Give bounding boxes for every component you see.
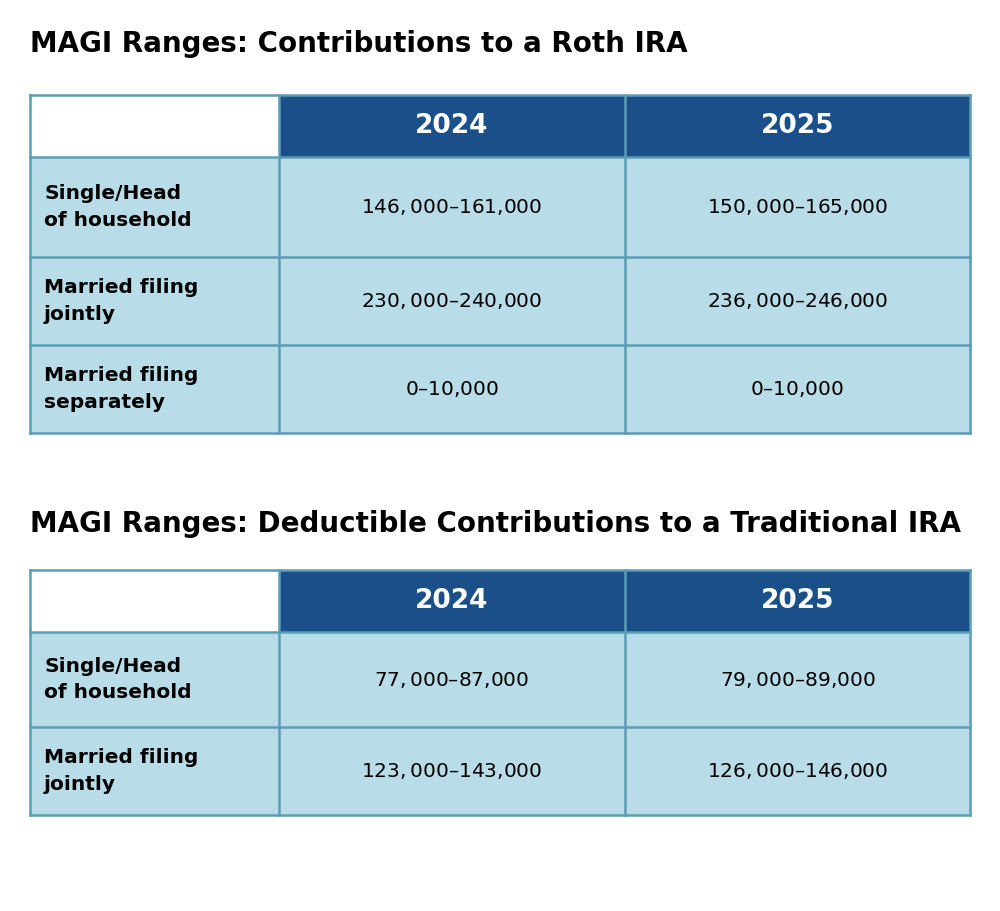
Bar [625, 257, 970, 345]
Bar [625, 95, 970, 157]
Text: $79,000–$89,000: $79,000–$89,000 [720, 670, 875, 690]
Text: Married filing
separately: Married filing separately [44, 366, 198, 412]
Bar [625, 157, 970, 257]
Bar [279, 257, 625, 345]
Text: MAGI Ranges: Deductible Contributions to a Traditional IRA: MAGI Ranges: Deductible Contributions to… [30, 510, 961, 538]
Bar [279, 95, 625, 157]
Bar [279, 345, 625, 433]
Bar [279, 727, 625, 815]
Bar [30, 632, 279, 727]
Bar [625, 570, 970, 632]
Bar [30, 345, 279, 433]
Text: Single/Head
of household: Single/Head of household [44, 657, 192, 702]
Text: Single/Head
of household: Single/Head of household [44, 184, 192, 230]
Text: MAGI Ranges: Contributions to a Roth IRA: MAGI Ranges: Contributions to a Roth IRA [30, 30, 688, 58]
Text: 2025: 2025 [761, 113, 834, 139]
Bar [279, 570, 625, 632]
Text: $150,000–$165,000: $150,000–$165,000 [707, 197, 888, 217]
Bar [30, 157, 279, 257]
Bar [279, 632, 625, 727]
Bar [30, 727, 279, 815]
Text: Married filing
jointly: Married filing jointly [44, 278, 198, 323]
Text: 2024: 2024 [415, 113, 489, 139]
Text: 2025: 2025 [761, 588, 834, 614]
Text: $236,000–$246,000: $236,000–$246,000 [707, 291, 888, 311]
Bar [625, 632, 970, 727]
Text: $123,000–$143,000: $123,000–$143,000 [361, 761, 542, 781]
Text: 2024: 2024 [415, 588, 489, 614]
Text: $0–$10,000: $0–$10,000 [750, 379, 844, 399]
Text: $146,000–$161,000: $146,000–$161,000 [361, 197, 542, 217]
Bar [625, 345, 970, 433]
Text: $0–$10,000: $0–$10,000 [405, 379, 499, 399]
Bar [625, 727, 970, 815]
Bar [30, 570, 279, 632]
Text: Married filing
jointly: Married filing jointly [44, 748, 198, 793]
Text: $230,000–$240,000: $230,000–$240,000 [361, 291, 542, 311]
Text: $77,000–$87,000: $77,000–$87,000 [374, 670, 529, 690]
Bar [30, 95, 279, 157]
Text: $126,000–$146,000: $126,000–$146,000 [707, 761, 888, 781]
Bar [30, 257, 279, 345]
Bar [279, 157, 625, 257]
